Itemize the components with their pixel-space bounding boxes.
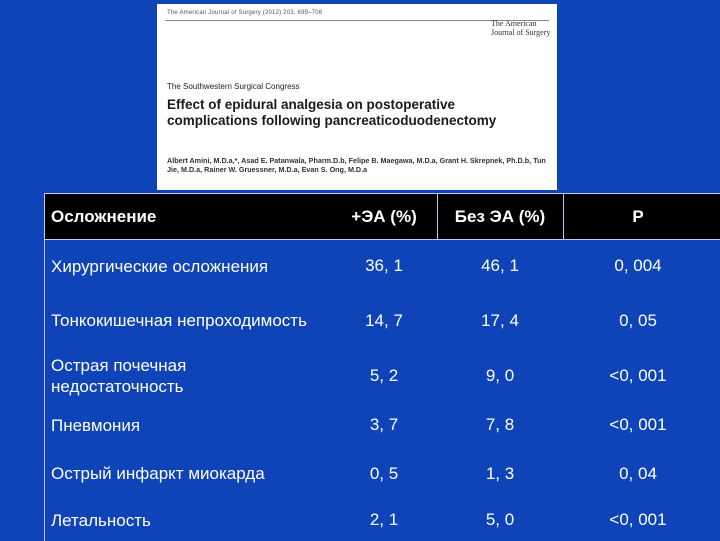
table-row: Хирургические осложнения 36, 1 46, 1 0, … bbox=[45, 239, 720, 293]
row-without-ea: 17, 4 bbox=[481, 310, 519, 330]
row-complication: Тонкокишечная непроходимость bbox=[51, 311, 307, 330]
header-complication: Осложнение bbox=[51, 207, 157, 226]
row-with-ea: 5, 2 bbox=[369, 365, 399, 385]
table-row: Летальность 2, 1 5, 0 <0, 001 bbox=[45, 500, 720, 540]
journal-logo: The American Journal of Surgery bbox=[491, 19, 551, 37]
row-with-ea: 0, 5 bbox=[369, 463, 399, 483]
row-p-value: 0, 004 bbox=[614, 256, 662, 275]
header-without-ea: Без ЭА (%) bbox=[454, 206, 546, 226]
paper-authors: Albert Amini, M.D.a,*, Asad E. Patanwala… bbox=[167, 156, 546, 174]
row-complication: Пневмония bbox=[51, 415, 141, 435]
paper-header-rule bbox=[165, 20, 549, 21]
row-p-value: 0, 05 bbox=[619, 310, 657, 330]
row-p-value: <0, 001 bbox=[609, 415, 667, 434]
paper-congress: The Southwestern Surgical Congress bbox=[167, 82, 300, 91]
row-complication: Острая почечная недостаточность bbox=[51, 355, 187, 396]
row-p-value: 0, 04 bbox=[619, 463, 657, 483]
row-without-ea: 7, 8 bbox=[485, 415, 515, 434]
table-row: Пневмония 3, 7 7, 8 <0, 001 bbox=[45, 403, 720, 447]
paper-screenshot: The American Journal of Surgery (2012) 2… bbox=[157, 4, 557, 190]
row-complication: Острый инфаркт миокарда bbox=[51, 464, 265, 483]
table-header-row: Осложнение +ЭА (%) Без ЭА (%) P bbox=[45, 194, 720, 240]
row-without-ea: 46, 1 bbox=[481, 256, 519, 275]
header-divider bbox=[437, 194, 438, 239]
row-p-value: <0, 001 bbox=[609, 510, 667, 529]
row-with-ea: 36, 1 bbox=[365, 256, 403, 275]
paper-running-head: The American Journal of Surgery (2012) 2… bbox=[167, 10, 323, 16]
row-complication: Хирургические осложнения bbox=[51, 256, 269, 276]
row-without-ea: 9, 0 bbox=[485, 365, 515, 385]
row-with-ea: 3, 7 bbox=[369, 415, 399, 434]
row-without-ea: 5, 0 bbox=[485, 510, 515, 529]
row-without-ea: 1, 3 bbox=[485, 463, 515, 483]
row-complication: Летальность bbox=[51, 510, 151, 530]
row-p-value: <0, 001 bbox=[609, 365, 667, 385]
table-row: Тонкокишечная непроходимость 14, 7 17, 4… bbox=[45, 293, 720, 348]
header-with-ea: +ЭА (%) bbox=[351, 206, 417, 226]
table-row: Острый инфаркт миокарда 0, 5 1, 3 0, 04 bbox=[45, 447, 720, 500]
header-p-value: P bbox=[632, 206, 644, 226]
row-with-ea: 14, 7 bbox=[365, 310, 403, 330]
row-with-ea: 2, 1 bbox=[369, 510, 399, 529]
header-divider bbox=[563, 194, 564, 239]
paper-title: Effect of epidural analgesia on postoper… bbox=[167, 97, 497, 128]
table-row: Острая почечная недостаточность 5, 2 9, … bbox=[45, 348, 720, 403]
complications-table: Осложнение +ЭА (%) Без ЭА (%) P Хирургич… bbox=[44, 193, 720, 541]
